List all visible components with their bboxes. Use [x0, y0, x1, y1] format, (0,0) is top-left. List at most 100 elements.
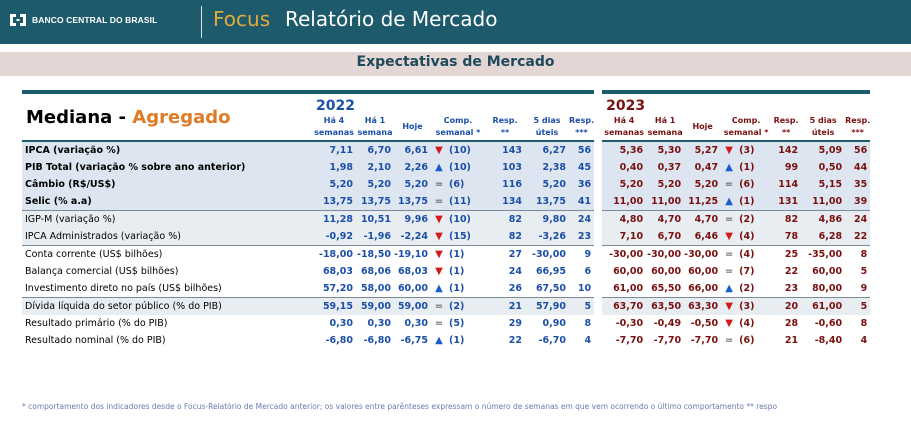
col-resp-2023: Resp. ** — [773, 116, 799, 137]
expectations-table: Mediana - Agregado 2022 2023 Há 4 semanas… — [22, 90, 871, 349]
cell-hoje-2023: -0,50 — [690, 318, 719, 329]
cell-dias-2023: 60,00 — [812, 266, 843, 277]
cell-ha1-2023: 0,37 — [646, 159, 685, 176]
cell-ha4-2022: 0,30 — [329, 318, 353, 329]
arrow-down-icon: ▼ — [435, 266, 443, 277]
cell-ha4-2022: 11,28 — [312, 210, 356, 228]
cell-hoje-2023: 5,20 — [684, 176, 722, 193]
row-label: Selic (% a.a) — [22, 193, 312, 211]
cell-weeks-2022: (11) — [447, 193, 485, 211]
table-row: Câmbio (R$/US$) 5,20 5,20 5,20 = (6) 116 5,20 36… — [22, 176, 871, 193]
col-comp-2022: Comp. semanal * — [435, 116, 481, 137]
cell-hoje-2023: 66,00 — [688, 283, 719, 294]
cell-dias-2023: 6,28 — [801, 228, 846, 246]
cell-weeks-2022: (1) — [449, 266, 465, 277]
row-label: Resultado nominal (% do PIB) — [25, 335, 166, 346]
cell-dias-2022: 67,50 — [535, 283, 566, 294]
cell-resp-2023: 28 — [784, 318, 799, 329]
cell-ha1-2023: 4,70 — [646, 210, 685, 228]
cell-ha4-2022: -18,00 — [312, 245, 356, 263]
cell-dias-2022: 2,38 — [525, 159, 569, 176]
cell-ha4-2022: 59,15 — [312, 297, 356, 315]
cell-weeks-2022: (6) — [447, 176, 485, 193]
cell-resp-2022: 26 — [508, 283, 522, 294]
arrow-up-icon: ▲ — [431, 159, 447, 176]
cell-resp-2022: 29 — [508, 318, 522, 329]
column-subheaders: Há 4 semanas Há 1 semana Hoje Comp. semanal… — [22, 114, 870, 141]
cell-ha4-2023: 60,00 — [613, 266, 644, 277]
cell-dias-2022: 5,20 — [525, 176, 569, 193]
col-ha4-2023: Há 4 semanas — [604, 116, 645, 137]
cell-resp3-2023: 22 — [845, 228, 871, 246]
row-label: Câmbio (R$/US$) — [22, 176, 312, 193]
cell-ha1-2022: -18,50 — [356, 245, 394, 263]
cell-hoje-2023: 4,70 — [684, 210, 722, 228]
cell-resp-2022: 116 — [485, 176, 525, 193]
cell-hoje-2022: 5,20 — [394, 176, 431, 193]
cell-resp-2023: 114 — [771, 176, 802, 193]
cell-hoje-2022: 68,03 — [397, 266, 428, 277]
arrow-down-icon: ▼ — [725, 318, 733, 329]
cell-dias-2022: 0,90 — [542, 318, 566, 329]
equal-icon: = — [431, 193, 447, 211]
cell-resp3-2023: 35 — [845, 176, 871, 193]
equal-icon: = — [724, 335, 734, 346]
cell-ha4-2022: -0,92 — [312, 228, 356, 246]
cell-ha4-2023: 61,00 — [613, 283, 644, 294]
cell-resp-2022: 82 — [485, 228, 525, 246]
cell-weeks-2022: (10) — [447, 210, 485, 228]
cell-ha1-2023: 65,50 — [651, 283, 682, 294]
cell-weeks-2022: (15) — [447, 228, 485, 246]
bcb-logo[interactable]: BANCO CENTRAL DO BRASIL — [8, 10, 157, 30]
cell-ha4-2022: 13,75 — [312, 193, 356, 211]
cell-hoje-2022: 6,61 — [394, 140, 431, 159]
table-title-mediana: Mediana - — [26, 106, 133, 128]
cell-weeks-2023: (1) — [737, 193, 772, 211]
arrow-up-icon: ▲ — [721, 159, 738, 176]
cell-resp3-2022: 8 — [584, 318, 592, 329]
cell-dias-2023: -0,60 — [814, 318, 843, 329]
cell-resp3-2022: 45 — [569, 159, 595, 176]
cell-hoje-2022: 9,96 — [394, 210, 431, 228]
arrow-up-icon: ▲ — [435, 335, 443, 346]
table-row: Selic (% a.a) 13,75 13,75 13,75 = (11) 134 13,7… — [22, 193, 871, 211]
table-row: Investimento direto no país (US$ bilhões… — [22, 280, 870, 298]
cell-dias-2022: -30,00 — [525, 245, 569, 263]
cell-resp3-2022: 41 — [569, 193, 595, 211]
cell-ha4-2022: -6,80 — [325, 335, 353, 346]
cell-resp-2023: 23 — [784, 283, 799, 294]
cell-ha1-2023: -7,70 — [653, 335, 682, 346]
col-ha1-2022: Há 1 semana — [357, 116, 393, 137]
cell-dias-2022: -6,70 — [538, 335, 566, 346]
cell-ha4-2023: 7,10 — [602, 228, 647, 246]
cell-ha1-2022: -1,96 — [356, 228, 394, 246]
equal-icon: = — [724, 266, 734, 277]
cell-dias-2022: 9,80 — [525, 210, 569, 228]
equal-icon: = — [721, 245, 738, 263]
cell-ha4-2022: 68,03 — [322, 266, 353, 277]
equal-icon: = — [721, 176, 738, 193]
arrow-up-icon: ▲ — [725, 283, 733, 294]
cell-hoje-2022: -2,24 — [394, 228, 431, 246]
cell-resp3-2022: 24 — [569, 210, 595, 228]
cell-ha4-2022: 57,20 — [322, 283, 353, 294]
cell-hoje-2023: 6,46 — [684, 228, 722, 246]
cell-dias-2023: 61,00 — [801, 297, 846, 315]
cell-hoje-2022: -6,75 — [400, 335, 428, 346]
cell-resp3-2022: 6 — [584, 266, 592, 277]
cell-weeks-2023: (6) — [739, 335, 755, 346]
cell-ha4-2023: -7,70 — [615, 335, 644, 346]
cell-weeks-2023: (3) — [737, 297, 772, 315]
page-subtitle: Expectativas de Mercado — [356, 54, 555, 70]
cell-ha1-2023: 11,00 — [646, 193, 685, 211]
cell-ha4-2023: 5,20 — [602, 176, 647, 193]
cell-ha4-2023: 11,00 — [602, 193, 647, 211]
equal-icon: = — [434, 318, 444, 329]
cell-resp-2023: 20 — [771, 297, 802, 315]
cell-dias-2022: 6,27 — [525, 140, 569, 159]
cell-resp3-2023: 5 — [845, 297, 871, 315]
table-row: IGP-M (variação %) 11,28 10,51 9,96 ▼ (10) 82 9… — [22, 210, 871, 228]
cell-weeks-2023: (2) — [737, 210, 772, 228]
arrow-down-icon: ▼ — [431, 140, 447, 159]
cell-ha1-2022: 0,30 — [367, 318, 391, 329]
